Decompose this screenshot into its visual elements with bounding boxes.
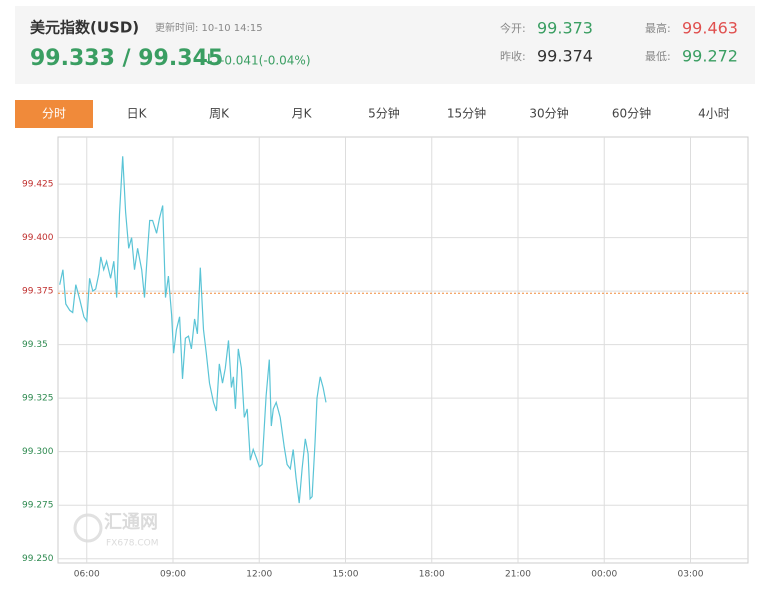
tab[interactable]: 日K (127, 107, 148, 121)
y-tick-label: 99.325 (22, 394, 54, 404)
tab[interactable]: 分时 (42, 107, 66, 121)
price: 99.333 / 99.345 (30, 46, 223, 71)
x-tick-label: 06:00 (74, 570, 100, 580)
watermark-site: FX678.COM (106, 539, 159, 549)
x-tick-label: 00:00 (591, 570, 617, 580)
header-box (15, 6, 755, 84)
tab[interactable]: 5分钟 (368, 106, 400, 121)
stat-value: 99.374 (537, 47, 593, 66)
tab[interactable]: 60分钟 (612, 106, 651, 121)
stat-value: 99.272 (682, 47, 738, 66)
watermark-name: 汇通网 (104, 512, 158, 533)
x-tick-label: 12:00 (246, 570, 272, 580)
arrow: ↓ (203, 52, 215, 68)
y-tick-label: 99.35 (22, 340, 48, 350)
stat-label: 昨收: (500, 49, 526, 63)
tab[interactable]: 15分钟 (447, 106, 486, 121)
tab[interactable]: 30分钟 (529, 106, 568, 121)
y-tick-label: 99.400 (22, 233, 54, 243)
title: 美元指数(USD) (30, 19, 139, 37)
x-tick-label: 15:00 (333, 570, 359, 580)
stat-value: 99.463 (682, 19, 738, 38)
tab[interactable]: 月K (292, 107, 313, 121)
tab[interactable]: 4小时 (698, 107, 730, 121)
stat-label: 最高: (645, 21, 671, 35)
y-tick-label: 99.275 (22, 501, 54, 511)
watermark: 汇通网 FX678.COM (73, 512, 159, 549)
tab[interactable]: 周K (209, 107, 230, 121)
stat-value: 99.373 (537, 19, 593, 38)
active-tab[interactable] (15, 100, 93, 128)
x-tick-label: 21:00 (505, 570, 531, 580)
y-tick-label: 99.375 (22, 287, 54, 297)
price-line (59, 156, 327, 504)
x-tick-label: 18:00 (419, 570, 445, 580)
plot-border (57, 136, 749, 564)
change: -0.041(-0.04%) (220, 54, 311, 68)
x-tick-label: 09:00 (160, 570, 186, 580)
update-time: 更新时间: 10-10 14:15 (155, 21, 263, 34)
watermark-logo (73, 513, 103, 543)
y-tick-label: 99.425 (22, 180, 54, 190)
x-tick-label: 03:00 (678, 570, 704, 580)
stat-label: 今开: (500, 21, 526, 35)
stat-label: 最低: (645, 50, 671, 63)
y-tick-label: 99.300 (22, 447, 54, 457)
y-tick-label: 99.250 (22, 554, 54, 564)
